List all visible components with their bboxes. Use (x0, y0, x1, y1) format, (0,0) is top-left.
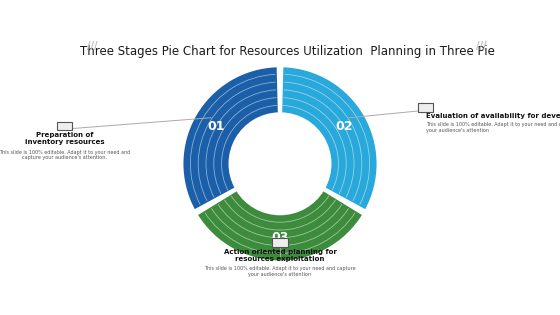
FancyBboxPatch shape (57, 122, 72, 130)
Text: 03: 03 (271, 231, 289, 244)
FancyBboxPatch shape (418, 103, 433, 112)
Text: This slide is 100% editable. Adapt it to your need and capture
your audience's a: This slide is 100% editable. Adapt it to… (426, 122, 560, 133)
Text: Evaluation of availability for development: Evaluation of availability for developme… (426, 113, 560, 119)
Wedge shape (183, 66, 279, 210)
Text: Three Stages Pie Chart for Resources Utilization  Planning in Three Pie: Three Stages Pie Chart for Resources Uti… (80, 45, 494, 58)
Text: 01: 01 (207, 120, 225, 133)
Text: ///: /// (87, 42, 98, 51)
Text: Action oriented planning for
resources exploitation: Action oriented planning for resources e… (223, 249, 337, 261)
Wedge shape (281, 66, 377, 210)
Text: This slide is 100% editable. Adapt it to your need and
capture your audience's a: This slide is 100% editable. Adapt it to… (0, 150, 130, 160)
Text: ///: /// (476, 42, 487, 51)
Text: This slide is 100% editable. Adapt it to your need and capture
your audience's a: This slide is 100% editable. Adapt it to… (204, 266, 356, 277)
Text: 02: 02 (335, 120, 353, 133)
FancyBboxPatch shape (272, 238, 288, 247)
Wedge shape (197, 190, 363, 261)
Text: Preparation of
inventory resources: Preparation of inventory resources (25, 132, 104, 145)
